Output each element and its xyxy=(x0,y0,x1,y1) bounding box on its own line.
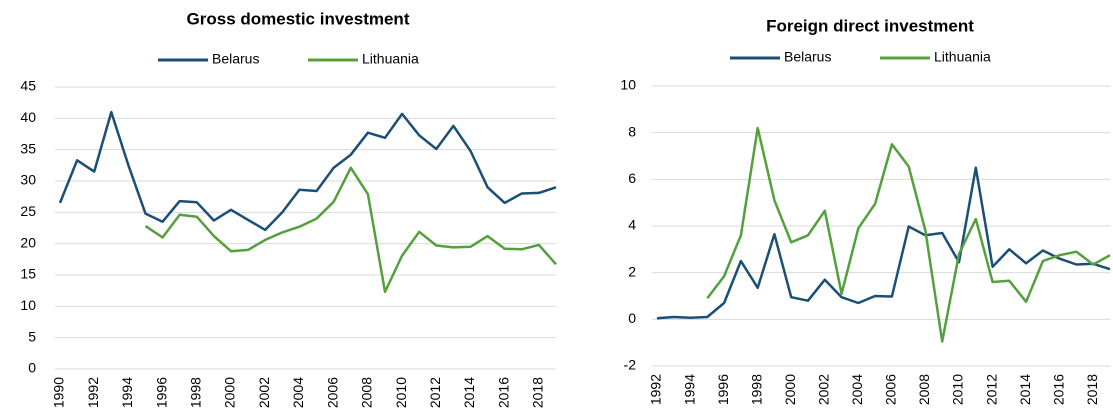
series-line xyxy=(656,166,1111,320)
y-tick-label: 6 xyxy=(628,170,636,186)
y-tick-label: 10 xyxy=(620,77,636,93)
x-tick-label: 2014 xyxy=(461,377,477,408)
x-tick-label: 2006 xyxy=(324,377,340,408)
x-tick-label: 1994 xyxy=(681,374,697,405)
y-tick-label: 2 xyxy=(628,263,636,279)
x-tick-label: 2016 xyxy=(1050,374,1066,405)
series-line xyxy=(58,110,557,232)
x-tick-label: 2000 xyxy=(222,377,238,408)
y-tick-label: 35 xyxy=(20,140,36,156)
x-tick-label: 1998 xyxy=(188,377,204,408)
y-tick-label: 40 xyxy=(20,109,36,125)
x-tick-label: 1998 xyxy=(748,374,764,405)
x-tick-label: 1994 xyxy=(119,377,135,408)
y-tick-label: 0 xyxy=(28,360,36,376)
x-tick-label: 2018 xyxy=(1084,374,1100,405)
x-tick-label: 2012 xyxy=(983,374,999,405)
x-tick-label: 2002 xyxy=(815,374,831,405)
x-tick-label: 1990 xyxy=(51,377,67,408)
y-tick-label: 0 xyxy=(628,310,636,326)
x-tick-label: 1996 xyxy=(153,377,169,408)
y-tick-label: 30 xyxy=(20,172,36,188)
legend-label: Belarus xyxy=(784,49,831,65)
y-tick-label: 5 xyxy=(28,328,36,344)
legend-label: Lithuania xyxy=(934,49,991,65)
x-tick-label: 2000 xyxy=(782,374,798,405)
x-tick-label: 1992 xyxy=(648,374,664,405)
series-line xyxy=(144,166,557,294)
y-tick-label: 4 xyxy=(628,217,636,233)
x-tick-label: 2014 xyxy=(1017,374,1033,405)
y-tick-label: 15 xyxy=(20,266,36,282)
legend-label: Belarus xyxy=(212,51,259,67)
y-tick-label: 45 xyxy=(20,78,36,94)
y-tick-label: 20 xyxy=(20,234,36,250)
x-tick-label: 2016 xyxy=(495,377,511,408)
y-tick-label: 10 xyxy=(20,297,36,313)
x-tick-label: 2004 xyxy=(849,374,865,405)
chart-title: Foreign direct investment xyxy=(766,16,974,35)
x-tick-label: 1992 xyxy=(85,377,101,408)
x-tick-label: 2012 xyxy=(427,377,443,408)
x-tick-label: 2010 xyxy=(393,377,409,408)
chart-title: Gross domestic investment xyxy=(187,9,410,28)
series-line xyxy=(706,126,1111,343)
legend-label: Lithuania xyxy=(362,51,419,67)
y-tick-label: -2 xyxy=(624,357,637,373)
x-tick-label: 1996 xyxy=(715,374,731,405)
x-tick-label: 2010 xyxy=(950,374,966,405)
y-tick-label: 8 xyxy=(628,123,636,139)
x-tick-label: 2008 xyxy=(916,374,932,405)
x-tick-label: 2006 xyxy=(883,374,899,405)
x-tick-label: 2018 xyxy=(530,377,546,408)
x-tick-label: 2008 xyxy=(359,377,375,408)
x-tick-label: 2004 xyxy=(290,377,306,408)
y-tick-label: 25 xyxy=(20,203,36,219)
x-tick-label: 2002 xyxy=(256,377,272,408)
